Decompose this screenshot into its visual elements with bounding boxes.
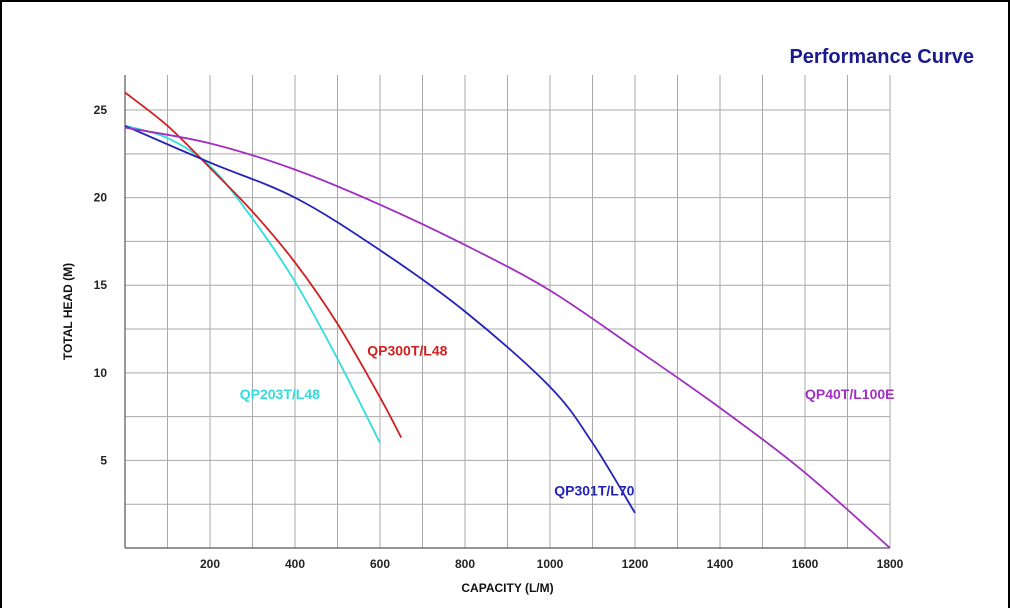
grid [125,75,890,548]
series-label-qp300t-l48: QP300T/L48 [367,342,447,358]
x-tick-label: 1600 [792,557,819,571]
x-tick-label: 400 [285,557,305,571]
x-tick-label: 200 [200,557,220,571]
x-tick-label: 1200 [622,557,649,571]
y-tick-label: 25 [94,103,108,117]
series-label-qp40t-l100e: QP40T/L100E [805,386,895,402]
x-tick-label: 1400 [707,557,734,571]
x-tick-label: 1000 [537,557,564,571]
series-label-qp203t-l48: QP203T/L48 [240,386,320,402]
x-axis-label: CAPACITY (L/M) [461,581,553,595]
y-tick-label: 20 [94,191,108,205]
x-tick-label: 600 [370,557,390,571]
y-tick-label: 5 [100,453,107,467]
x-tick-label: 800 [455,557,475,571]
y-tick-label: 15 [94,278,108,292]
series-label-qp301t-l70: QP301T/L70 [554,482,634,498]
x-tick-label: 1800 [877,557,904,571]
y-axis-label: TOTAL HEAD (M) [61,263,75,360]
y-tick-label: 10 [94,366,108,380]
